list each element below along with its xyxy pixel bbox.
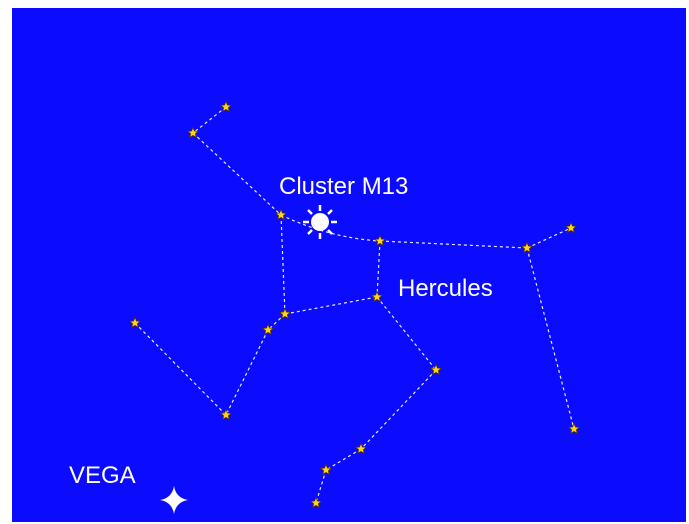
cluster-disc — [311, 213, 329, 231]
cluster-label: Cluster M13 — [279, 173, 408, 200]
cluster-symbol — [303, 205, 337, 239]
vega-label: VEGA — [69, 462, 136, 489]
constellation-label: Hercules — [398, 275, 493, 302]
sky — [12, 8, 686, 522]
page: Cluster M13 Hercules VEGA (() => { const… — [0, 0, 689, 524]
star-map: Cluster M13 Hercules VEGA — [0, 0, 689, 524]
